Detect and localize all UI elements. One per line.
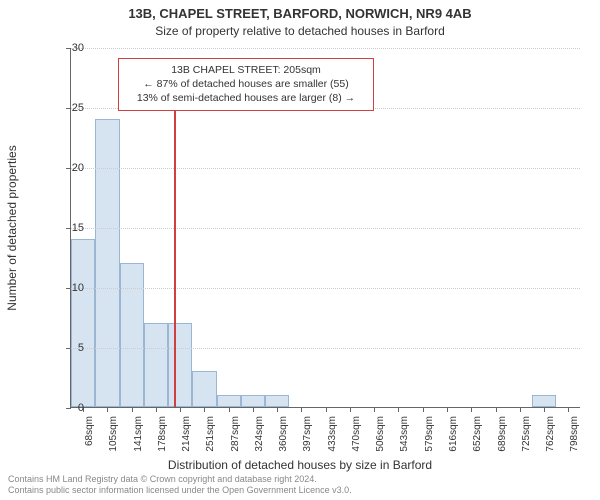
page-title: 13B, CHAPEL STREET, BARFORD, NORWICH, NR…: [0, 6, 600, 21]
histogram-bar: [532, 395, 556, 407]
histogram-bar: [192, 371, 216, 407]
histogram-bar: [71, 239, 95, 407]
x-tick-mark: [156, 407, 157, 412]
chart-subtitle: Size of property relative to detached ho…: [0, 24, 600, 38]
footer-line-2: Contains public sector information licen…: [8, 485, 352, 496]
x-tick-label: 105sqm: [108, 416, 119, 452]
x-tick-mark: [180, 407, 181, 412]
y-axis-label: Number of detached properties: [5, 145, 19, 310]
x-tick-mark: [520, 407, 521, 412]
footer-line-1: Contains HM Land Registry data © Crown c…: [8, 474, 352, 485]
x-tick-mark: [253, 407, 254, 412]
histogram-bar: [120, 263, 144, 407]
x-tick-label: 762sqm: [545, 416, 556, 452]
x-tick-label: 178sqm: [157, 416, 168, 452]
x-tick-label: 433sqm: [327, 416, 338, 452]
y-tick-label: 30: [44, 42, 84, 54]
x-tick-label: 214sqm: [181, 416, 192, 452]
x-tick-label: 324sqm: [254, 416, 265, 452]
x-tick-label: 798sqm: [569, 416, 580, 452]
x-tick-mark: [398, 407, 399, 412]
x-tick-label: 251sqm: [205, 416, 216, 452]
histogram-bar: [144, 323, 168, 407]
grid-line: [71, 228, 580, 229]
footer-attribution: Contains HM Land Registry data © Crown c…: [8, 474, 352, 496]
x-axis-label: Distribution of detached houses by size …: [0, 458, 600, 472]
x-tick-mark: [229, 407, 230, 412]
grid-line: [71, 48, 580, 49]
x-tick-label: 506sqm: [375, 416, 386, 452]
annotation-line-1: 13B CHAPEL STREET: 205sqm: [127, 63, 365, 77]
x-tick-label: 652sqm: [472, 416, 483, 452]
x-tick-label: 141sqm: [133, 416, 144, 452]
histogram-bar: [95, 119, 119, 407]
y-tick-label: 0: [44, 402, 84, 414]
chart-container: 13B, CHAPEL STREET, BARFORD, NORWICH, NR…: [0, 0, 600, 500]
y-tick-label: 10: [44, 282, 84, 294]
grid-line: [71, 168, 580, 169]
annotation-line-3: 13% of semi-detached houses are larger (…: [127, 91, 365, 105]
x-tick-mark: [301, 407, 302, 412]
x-tick-label: 287sqm: [230, 416, 241, 452]
x-tick-mark: [350, 407, 351, 412]
histogram-bar: [168, 323, 192, 407]
x-tick-mark: [544, 407, 545, 412]
histogram-bar: [265, 395, 289, 407]
y-tick-label: 25: [44, 102, 84, 114]
annotation-line-2: ← 87% of detached houses are smaller (55…: [127, 77, 365, 91]
x-tick-label: 725sqm: [521, 416, 532, 452]
y-tick-label: 15: [44, 222, 84, 234]
reference-line: [174, 97, 176, 407]
x-tick-mark: [326, 407, 327, 412]
x-tick-label: 543sqm: [399, 416, 410, 452]
x-tick-mark: [496, 407, 497, 412]
reference-annotation: 13B CHAPEL STREET: 205sqm ← 87% of detac…: [118, 58, 374, 111]
x-tick-mark: [277, 407, 278, 412]
y-tick-label: 20: [44, 162, 84, 174]
x-tick-mark: [132, 407, 133, 412]
x-tick-mark: [423, 407, 424, 412]
grid-line: [71, 288, 580, 289]
x-tick-label: 616sqm: [448, 416, 459, 452]
x-tick-label: 397sqm: [302, 416, 313, 452]
x-tick-label: 579sqm: [424, 416, 435, 452]
x-tick-mark: [374, 407, 375, 412]
histogram-bar: [241, 395, 265, 407]
histogram-bar: [217, 395, 241, 407]
x-tick-mark: [447, 407, 448, 412]
x-tick-mark: [568, 407, 569, 412]
x-tick-label: 470sqm: [351, 416, 362, 452]
x-tick-mark: [204, 407, 205, 412]
grid-line: [71, 348, 580, 349]
x-tick-label: 689sqm: [497, 416, 508, 452]
x-tick-mark: [107, 407, 108, 412]
x-tick-label: 68sqm: [84, 416, 95, 446]
x-tick-label: 360sqm: [278, 416, 289, 452]
y-tick-label: 5: [44, 342, 84, 354]
x-tick-mark: [471, 407, 472, 412]
